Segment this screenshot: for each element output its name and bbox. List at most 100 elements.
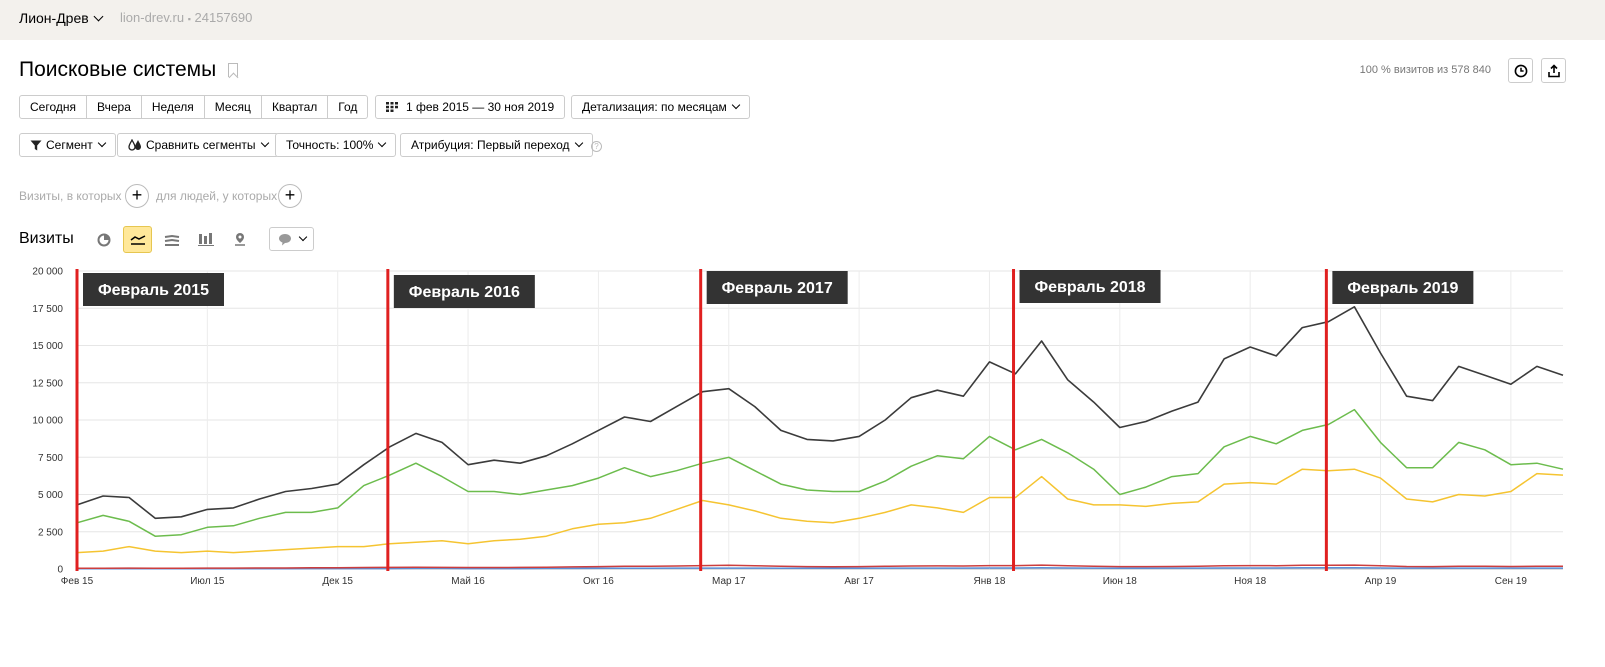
- y-tick-label: 10 000: [32, 416, 63, 427]
- visits-line-chart: 0 2 500 5 000 7 500 10 000 12 500 15 000 17 500…: [32, 267, 1564, 587]
- bar-chart-icon: [197, 233, 214, 246]
- counter-id: 24157690: [194, 10, 253, 25]
- comments-dropdown[interactable]: [269, 227, 314, 251]
- clock-icon: [1514, 64, 1527, 77]
- period-week-button[interactable]: Неделя: [140, 95, 205, 119]
- chevron-down-icon: [93, 11, 104, 22]
- funnel-icon: [30, 140, 42, 150]
- pie-chart-icon: [97, 233, 110, 246]
- detail-dropdown[interactable]: Детализация: по месяцам: [571, 95, 750, 119]
- series-line-blue: [77, 567, 1563, 570]
- page-title: Поисковые системы: [19, 58, 217, 81]
- y-tick-label: 12 500: [32, 378, 63, 389]
- calendar-grid-icon: [386, 102, 398, 112]
- segment-dropdown[interactable]: Сегмент: [19, 133, 116, 157]
- comment-icon: [278, 233, 291, 245]
- period-today-button[interactable]: Сегодня: [19, 95, 87, 119]
- annotation-box: [706, 271, 848, 304]
- add-people-filter-button[interactable]: +: [278, 184, 302, 208]
- period-selector: Сегодня Вчера Неделя Месяц Квартал Год: [19, 95, 369, 119]
- filter-people-label: для людей, у которых: [156, 189, 278, 203]
- x-tick-label: Ноя 18: [1234, 576, 1267, 587]
- history-button[interactable]: [1508, 58, 1533, 83]
- counter-icon: ▪: [187, 14, 191, 24]
- annotation-box: [1019, 270, 1161, 303]
- area-chart-icon: [164, 234, 179, 246]
- export-button[interactable]: [1541, 58, 1566, 83]
- annotation-box: [83, 273, 224, 306]
- plus-icon: +: [284, 185, 296, 205]
- chart-type-map-button[interactable]: [225, 226, 254, 253]
- chevron-down-icon: [260, 138, 269, 148]
- date-range-button[interactable]: 1 фев 2015 — 30 ноя 2019: [375, 95, 566, 119]
- site-selector[interactable]: Лион-Древ: [19, 10, 104, 26]
- metric-label: Визиты: [19, 230, 74, 247]
- annotation-box: [393, 275, 535, 308]
- x-tick-label: Янв 18: [973, 576, 1005, 587]
- series-line-yellow: [76, 468, 1564, 554]
- drops-icon: [128, 139, 141, 151]
- compare-segments-dropdown[interactable]: Сравнить сегменты: [117, 133, 279, 157]
- annotation-label: Февраль 2016: [393, 275, 535, 308]
- accuracy-dropdown[interactable]: Точность: 100%: [275, 133, 397, 157]
- x-tick-label: Сен 19: [1495, 576, 1528, 587]
- add-visit-filter-button[interactable]: +: [125, 184, 149, 208]
- visits-total: 100 % визитов из 578 840: [1359, 64, 1491, 76]
- chart-type-line-button[interactable]: [123, 226, 152, 253]
- series-line-red: [77, 564, 1564, 570]
- annotation-text: Февраль 2016: [409, 284, 520, 301]
- chevron-down-icon: [97, 138, 107, 148]
- x-tick-label: Фев 15: [61, 576, 94, 587]
- line-chart-icon: [130, 234, 145, 245]
- x-tick-label: Окт 16: [583, 576, 614, 587]
- annotation-text: Февраль 2017: [722, 280, 833, 297]
- accuracy-label: Точность: 100%: [286, 138, 374, 152]
- x-tick-label: Июн 18: [1103, 576, 1138, 587]
- series-line-total: [76, 305, 1564, 520]
- annotation-text: Февраль 2018: [1034, 279, 1145, 296]
- annotation-label: Февраль 2015: [83, 273, 224, 306]
- site-url-info: lion-drev.ru ▪ 24157690: [120, 10, 252, 25]
- annotation-box: [1332, 271, 1474, 304]
- annotation-text: Февраль 2015: [98, 282, 209, 299]
- site-name: Лион-Древ: [19, 10, 89, 26]
- help-icon[interactable]: ?: [591, 141, 602, 152]
- x-tick-label: Мар 17: [712, 576, 746, 587]
- y-tick-label: 7 500: [38, 453, 63, 464]
- export-icon: [1547, 63, 1560, 77]
- period-month-button[interactable]: Месяц: [203, 95, 262, 119]
- annotation-text: Февраль 2019: [1347, 280, 1458, 297]
- y-tick-label: 17 500: [32, 304, 63, 315]
- compare-label: Сравнить сегменты: [146, 138, 256, 152]
- chevron-down-icon: [731, 100, 741, 110]
- plus-icon: +: [131, 185, 143, 205]
- series-line-green: [76, 408, 1564, 537]
- chart-type-pie-button[interactable]: [89, 226, 118, 253]
- date-range-label: 1 фев 2015 — 30 ноя 2019: [406, 100, 555, 114]
- attribution-label: Атрибуция: Первый переход: [411, 138, 570, 152]
- chart-type-area-button[interactable]: [157, 226, 186, 253]
- top-bar: Лион-Древ lion-drev.ru ▪ 24157690: [0, 0, 1605, 40]
- x-tick-label: Дек 15: [322, 576, 353, 587]
- y-tick-label: 2 500: [38, 527, 63, 538]
- y-tick-label: 5 000: [38, 490, 63, 501]
- x-tick-label: Апр 19: [1365, 576, 1397, 587]
- chevron-down-icon: [378, 138, 387, 148]
- x-tick-label: Авг 17: [844, 576, 874, 587]
- annotation-label: Февраль 2019: [1332, 271, 1474, 304]
- attribution-dropdown[interactable]: Атрибуция: Первый переход: [400, 133, 593, 157]
- detail-label: Детализация: по месяцам: [582, 100, 727, 114]
- period-year-button[interactable]: Год: [327, 95, 369, 119]
- bookmark-icon[interactable]: [228, 63, 238, 77]
- x-tick-label: Июл 15: [190, 576, 225, 587]
- x-tick-label: Май 16: [451, 576, 485, 587]
- annotation-label: Февраль 2018: [1019, 270, 1161, 303]
- map-chart-icon: [234, 233, 245, 246]
- period-quarter-button[interactable]: Квартал: [260, 95, 329, 119]
- chevron-down-icon: [298, 232, 307, 242]
- chart-type-bar-button[interactable]: [191, 226, 220, 253]
- period-yesterday-button[interactable]: Вчера: [86, 95, 142, 119]
- site-url: lion-drev.ru: [120, 10, 185, 25]
- y-tick-label: 20 000: [32, 267, 63, 278]
- y-tick-label: 15 000: [32, 341, 63, 352]
